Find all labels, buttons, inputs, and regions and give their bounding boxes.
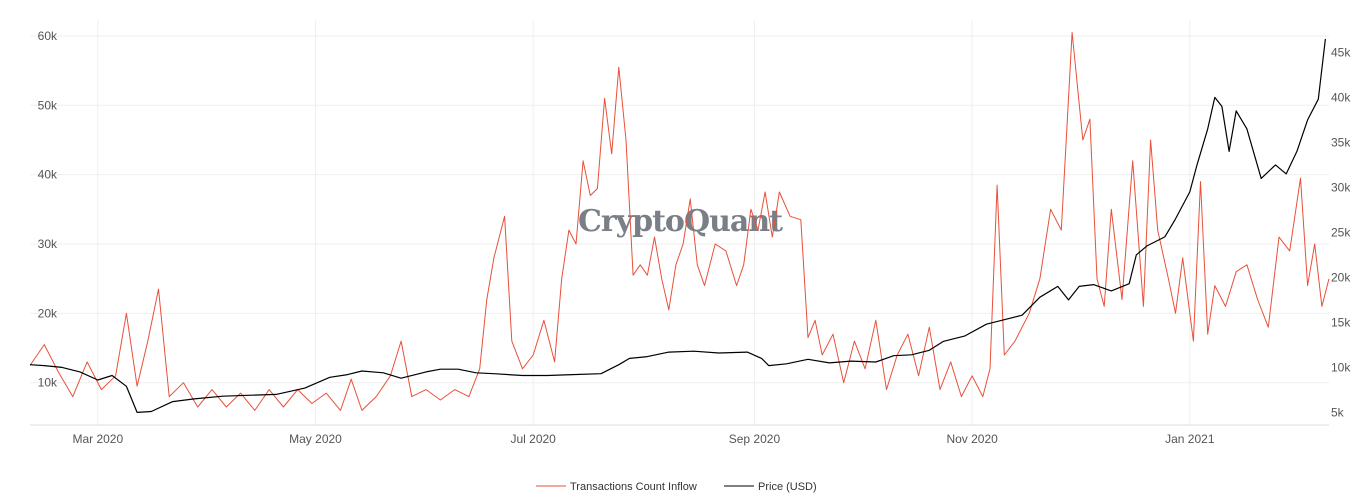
x-tick-label: Nov 2020	[946, 432, 998, 446]
x-tick-label: Sep 2020	[729, 432, 781, 446]
y-right-tick-label: 10k	[1331, 360, 1351, 374]
series-group	[29, 32, 1330, 413]
series-line-transactions-count-inflow	[29, 32, 1330, 411]
y-right-tick-label: 5k	[1331, 405, 1345, 419]
y-right-tick-label: 25k	[1331, 225, 1351, 239]
y-left-tick-label: 20k	[38, 306, 58, 320]
y-right-tick-label: 40k	[1331, 90, 1351, 104]
series-line-price-usd	[29, 38, 1326, 413]
watermark: CryptoQuant	[578, 204, 783, 239]
x-tick-label: May 2020	[289, 432, 342, 446]
y-left-tick-label: 40k	[38, 168, 58, 182]
legend-label: Price (USD)	[758, 481, 817, 493]
y-right-tick-label: 15k	[1331, 315, 1351, 329]
axes: 10k 20k 30k 40k 50k 60k Mar 2020 May 2020 Jul 20…	[30, 29, 1351, 446]
y-left-tick-label: 30k	[38, 237, 58, 251]
x-tick-label: Mar 2020	[72, 432, 123, 446]
y-left-tick-label: 50k	[38, 98, 58, 112]
legend-label: Transactions Count Inflow	[570, 481, 697, 493]
y-right-tick-label: 20k	[1331, 270, 1351, 284]
y-right-tick-label: 35k	[1331, 135, 1351, 149]
grid-lines	[30, 20, 1329, 425]
legend: Transactions Count Inflow Price (USD)	[536, 481, 817, 493]
x-tick-label: Jan 2021	[1165, 432, 1215, 446]
y-left-tick-label: 60k	[38, 29, 58, 43]
y-left-tick-label: 10k	[38, 376, 58, 390]
y-right-tick-label: 30k	[1331, 180, 1351, 194]
x-tick-label: Jul 2020	[510, 432, 556, 446]
y-right-tick-label: 45k	[1331, 45, 1351, 59]
